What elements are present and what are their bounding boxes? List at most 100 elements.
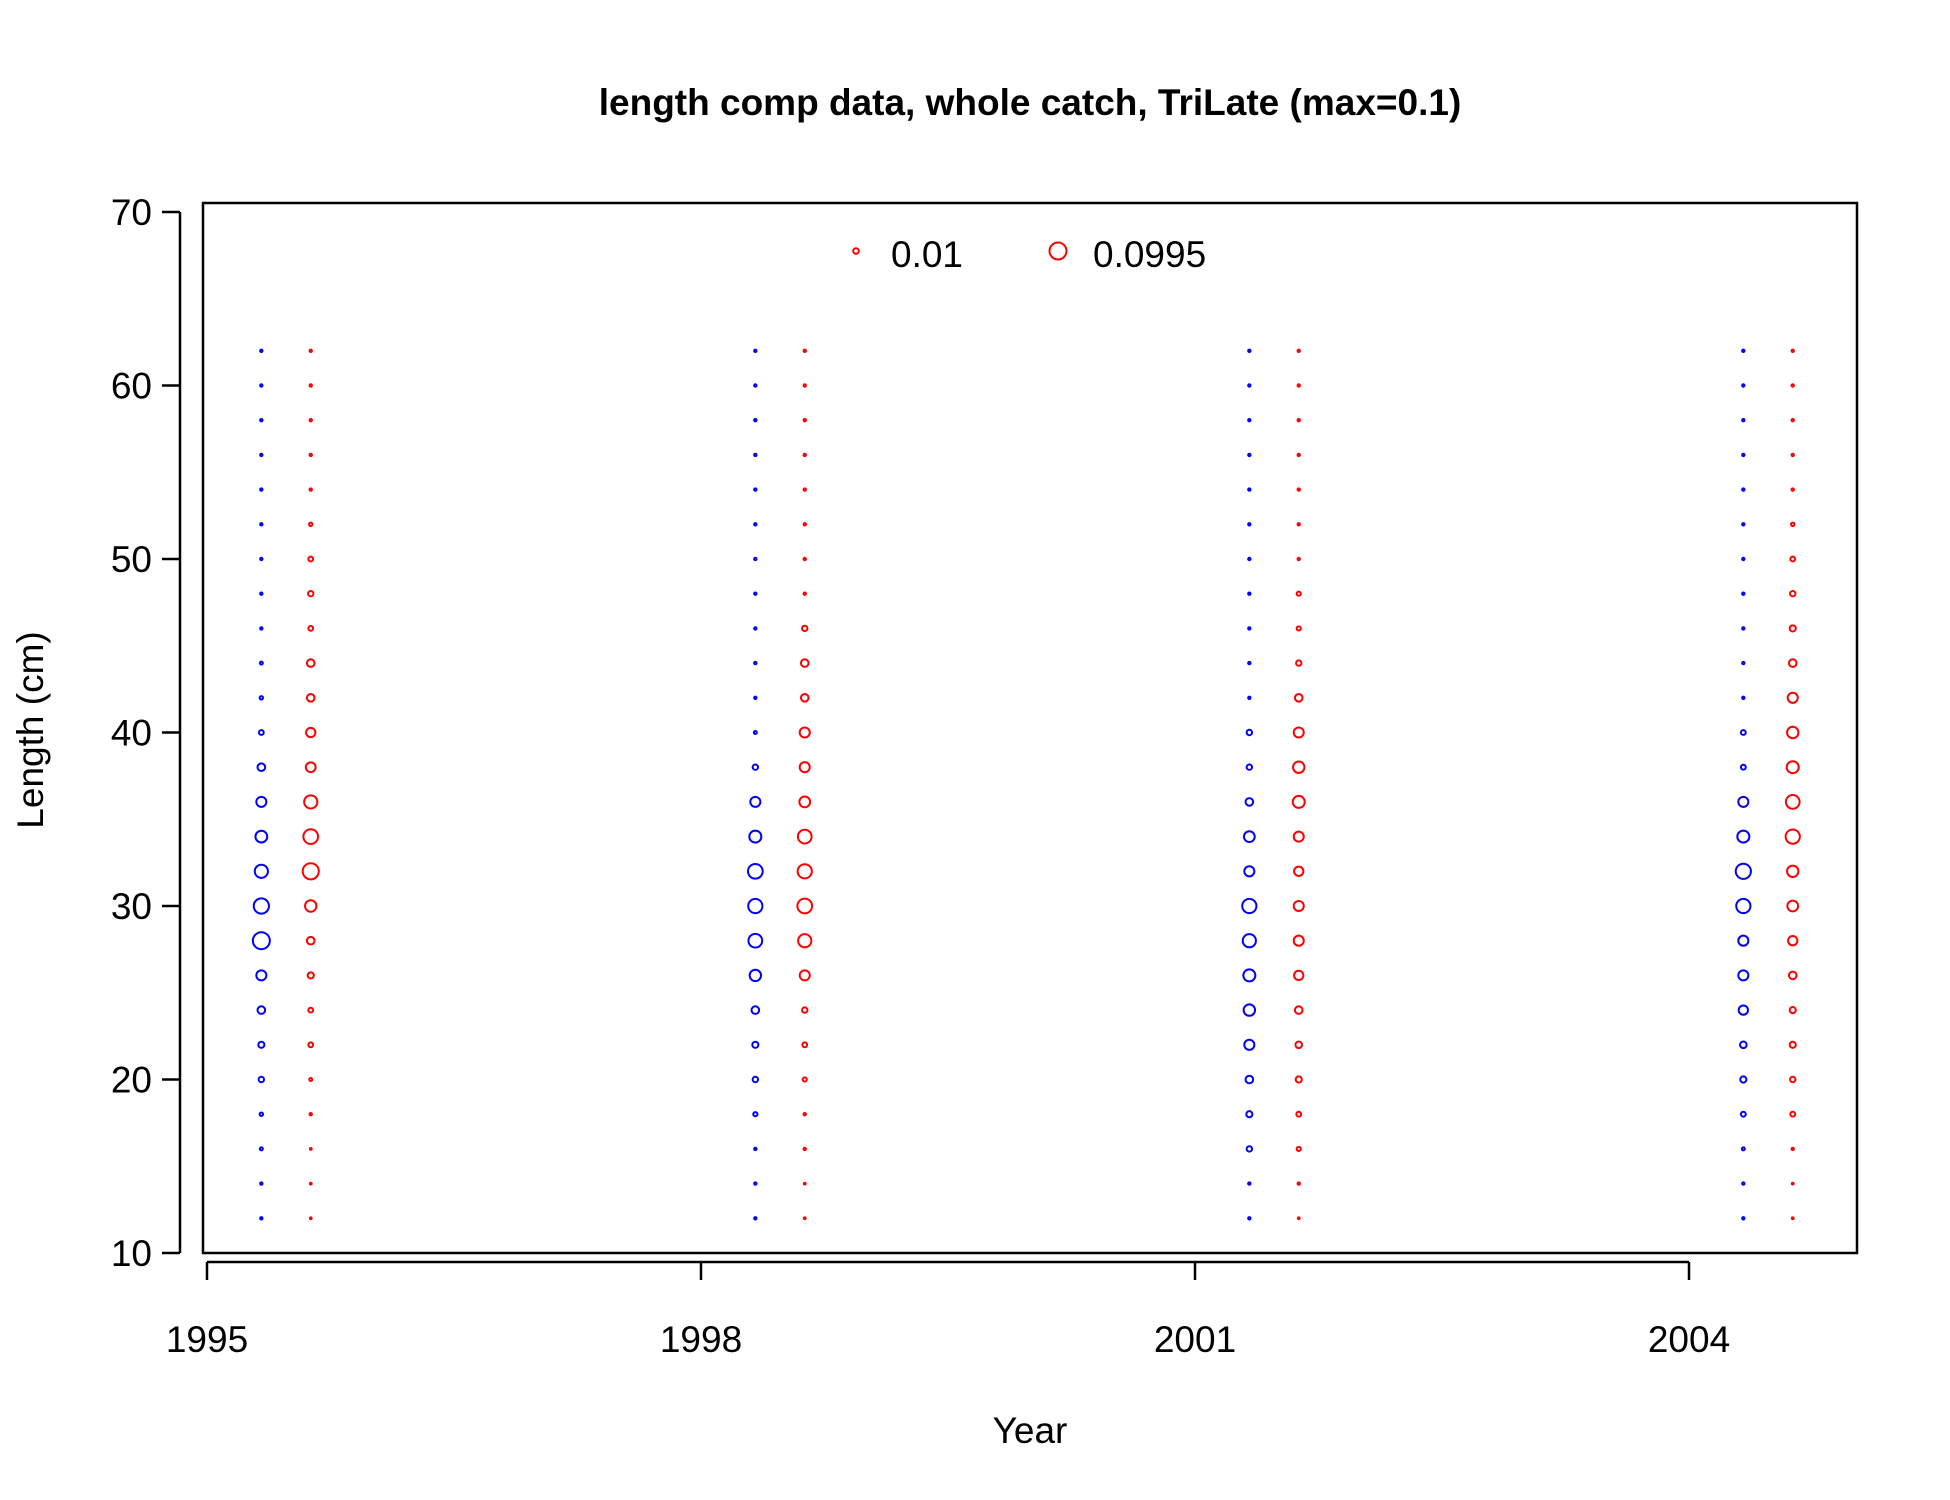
bubble-point [1247,695,1252,701]
bubble-point [802,487,807,492]
bubble-point [801,1041,809,1049]
bubble-point [1790,1181,1795,1186]
bubble-point [1785,760,1800,775]
bubble-point [1741,487,1746,492]
bubble-point [1293,1005,1304,1015]
bubble-point [307,624,315,632]
bubble-point [259,1216,264,1221]
bubble-point [753,556,758,562]
bubble-point [799,658,810,668]
bubble-point [1734,862,1752,880]
bubble-point [1244,797,1255,807]
y-tick-label: 70 [111,192,152,233]
bubble-point [802,383,807,388]
bubble-point [1789,1110,1797,1118]
bubble-point [1741,348,1746,354]
bubble-point [1295,1145,1302,1152]
bubble-point [802,452,807,458]
bubble-point [1242,1003,1257,1017]
bubble-point [1293,865,1305,877]
bubble-point [259,556,264,562]
bubble-point [1790,487,1795,492]
bubble-point [1739,1040,1748,1050]
plot-frame [201,201,1859,1255]
bubble-point [1245,728,1254,737]
bubble-point [1296,1216,1301,1221]
bubble-point [1245,1145,1254,1153]
bubble-point [1790,521,1796,527]
bubble-point [307,590,315,598]
bubble-point [1788,1006,1797,1015]
bubble-point [802,348,807,354]
bubble-point [1245,763,1254,771]
bubble-marks [251,348,1801,1221]
bubble-point [1247,522,1252,527]
bubble-point [307,1041,315,1049]
bubble-point [1739,1110,1747,1118]
bubble-point [1787,658,1798,668]
bubble-point [1741,1216,1746,1221]
bubble-point [753,1216,758,1221]
bubble-point [751,1040,760,1049]
bubble-point [1296,348,1301,354]
x-axis-label: Year [993,1410,1068,1451]
bubble-point [1790,452,1795,458]
bubble-point [1788,624,1797,633]
bubble-point [1247,626,1252,631]
bubble-point [1789,555,1797,563]
bubble-point [753,1181,758,1186]
bubble-point [253,863,269,879]
bubble-point [753,348,758,354]
legend: 0.01 0.0995 [852,234,1206,275]
bubble-point [306,971,315,980]
bubble-point [1243,865,1256,878]
bubble-point [259,487,264,492]
bubble-point [1741,383,1746,388]
bubble-point [1296,487,1301,492]
bubble-point [1741,660,1746,666]
bubble-point [798,795,812,809]
bubble-point [1247,591,1252,596]
bubble-point [257,729,265,736]
bubble-point [258,1111,265,1117]
bubble-point [753,452,758,458]
bubble-point [753,660,758,666]
bubble-point [308,1077,314,1082]
bubble-point [1741,1181,1746,1186]
bubble-point [1247,452,1252,458]
bubble-point [753,522,758,527]
bubble-point [256,1005,267,1015]
bubble-point [1789,590,1797,598]
bubble-point [308,521,314,527]
bubble-point [308,1216,313,1221]
bubble-point [1787,970,1798,981]
legend-symbol-large [1048,241,1068,261]
bubble-point [307,1006,315,1014]
bubble-point [257,1075,266,1084]
bubble-point [753,591,758,596]
bubble-point [802,1181,807,1186]
bubble-point [796,863,813,880]
bubble-point [1247,660,1252,666]
bubble-point [1296,383,1301,388]
y-axis-ticks: 10 20 30 40 50 60 70 [111,192,180,1274]
bubble-point [304,761,317,774]
bubble-point [1294,1075,1303,1084]
x-tick-label: 2001 [1154,1319,1236,1360]
bubble-point [303,794,319,810]
bubble-point [753,487,758,492]
bubble-point [749,795,762,808]
bubble-point [798,969,811,982]
bubble-point [1296,417,1301,423]
bubble-point [1292,830,1305,843]
bubble-point [307,555,315,563]
bubble-point [1292,934,1305,947]
bubble-point [1786,691,1799,704]
x-axis-ticks: 1995 1998 2001 2004 [166,1262,1730,1360]
bubble-point [748,968,763,983]
bubble-point [1784,794,1801,810]
bubble-point [301,862,320,881]
bubble-point [1292,726,1305,739]
bubble-point [1242,968,1257,983]
bubble-point [1786,725,1800,740]
